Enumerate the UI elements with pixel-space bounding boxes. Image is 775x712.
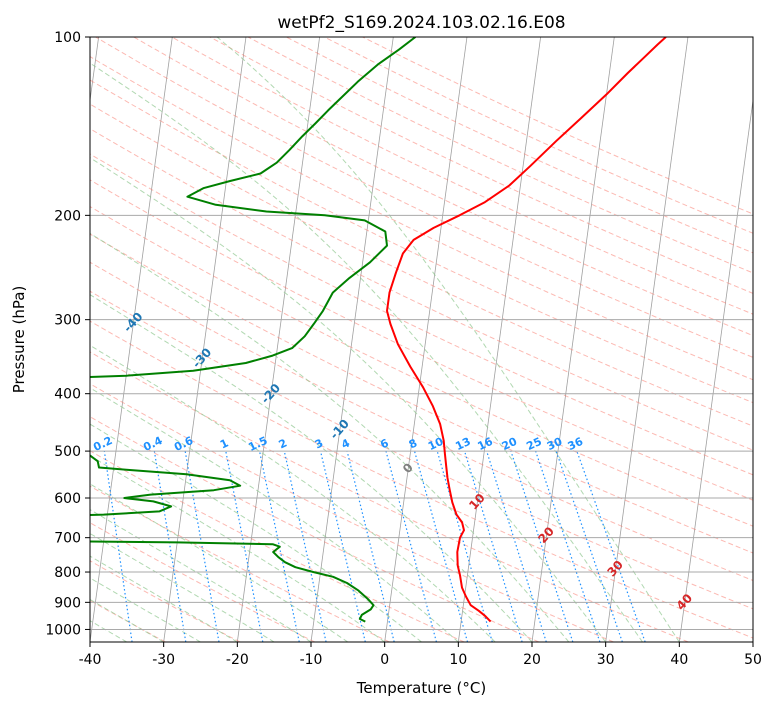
x-tick-label: -30 xyxy=(152,652,175,668)
y-tick-label: 900 xyxy=(54,595,81,611)
y-tick-label: 100 xyxy=(54,30,81,46)
x-axis-label: Temperature (°C) xyxy=(356,679,486,697)
y-tick-label: 1000 xyxy=(45,622,81,638)
x-tick-label: 40 xyxy=(670,652,688,668)
y-tick-label: 400 xyxy=(54,387,81,403)
x-tick-label: -40 xyxy=(79,652,102,668)
x-tick-label: 10 xyxy=(449,652,467,668)
y-tick-label: 300 xyxy=(54,313,81,329)
x-tick-label: 30 xyxy=(597,652,615,668)
y-axis-label: Pressure (hPa) xyxy=(10,286,28,394)
y-tick-label: 700 xyxy=(54,531,81,547)
y-tick-label: 500 xyxy=(54,444,81,460)
x-tick-label: -10 xyxy=(300,652,323,668)
y-tick-label: 600 xyxy=(54,491,81,507)
y-tick-label: 200 xyxy=(54,208,81,224)
x-tick-label: 20 xyxy=(523,652,541,668)
chart-title: wetPf2_S169.2024.103.02.16.E08 xyxy=(277,13,565,33)
x-tick-label: 0 xyxy=(380,652,389,668)
y-tick-label: 800 xyxy=(54,565,81,581)
x-tick-label: -20 xyxy=(226,652,249,668)
x-tick-label: 50 xyxy=(744,652,762,668)
